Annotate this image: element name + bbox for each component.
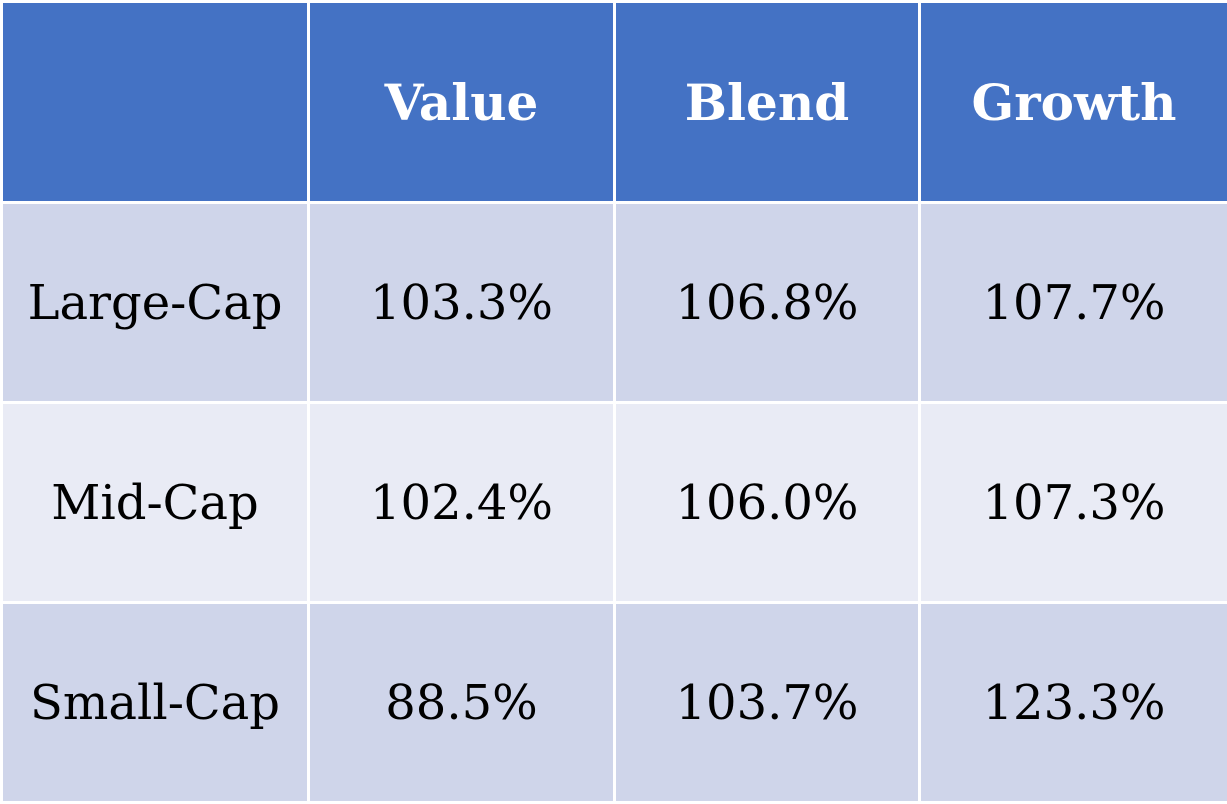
- cell-small-cap-blend: 103.7%: [615, 603, 920, 803]
- column-header-blend: Blend: [615, 2, 920, 203]
- cell-large-cap-value: 103.3%: [309, 203, 615, 403]
- table-row-mid-cap: Mid-Cap 102.4% 106.0% 107.3%: [2, 403, 1227, 603]
- header-row: Value Blend Growth: [2, 2, 1227, 203]
- row-label-large-cap: Large-Cap: [2, 203, 309, 403]
- column-header-growth: Growth: [920, 2, 1227, 203]
- cell-mid-cap-value: 102.4%: [309, 403, 615, 603]
- column-header-value: Value: [309, 2, 615, 203]
- cell-large-cap-blend: 106.8%: [615, 203, 920, 403]
- cell-mid-cap-blend: 106.0%: [615, 403, 920, 603]
- corner-cell: [2, 2, 309, 203]
- table-row-small-cap: Small-Cap 88.5% 103.7% 123.3%: [2, 603, 1227, 803]
- row-label-small-cap: Small-Cap: [2, 603, 309, 803]
- table-header: Value Blend Growth: [2, 2, 1227, 203]
- table-body: Large-Cap 103.3% 106.8% 107.7% Mid-Cap 1…: [2, 203, 1227, 803]
- table-row-large-cap: Large-Cap 103.3% 106.8% 107.7%: [2, 203, 1227, 403]
- cell-mid-cap-growth: 107.3%: [920, 403, 1227, 603]
- cell-small-cap-value: 88.5%: [309, 603, 615, 803]
- row-label-mid-cap: Mid-Cap: [2, 403, 309, 603]
- cell-small-cap-growth: 123.3%: [920, 603, 1227, 803]
- cell-large-cap-growth: 107.7%: [920, 203, 1227, 403]
